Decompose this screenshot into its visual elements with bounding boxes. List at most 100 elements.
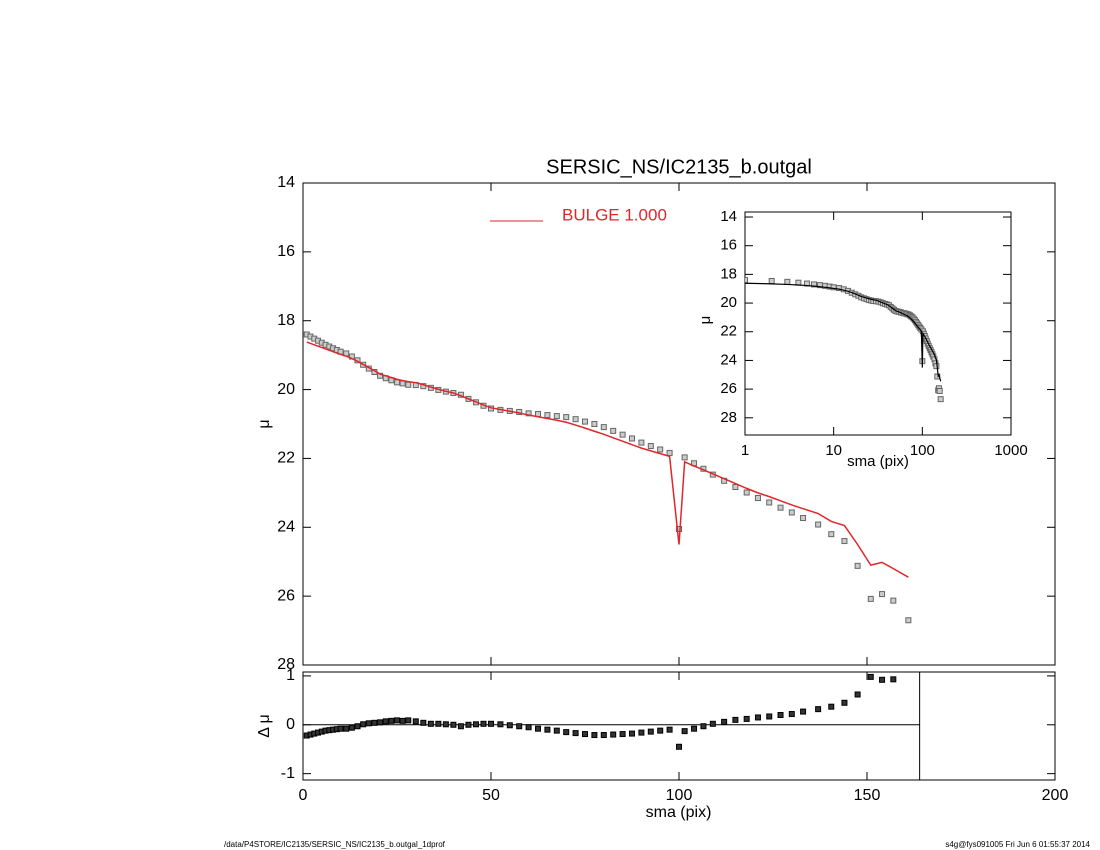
y-tick-label: 18 [720, 265, 737, 282]
plot-frame [744, 211, 1012, 436]
data-point [600, 424, 607, 431]
x-axis-label: sma (pix) [646, 804, 712, 821]
y-tick-label: 24 [277, 519, 295, 536]
footer-stamp: s4g@fys091005 Fri Jun 6 01:55:37 2014 [945, 840, 1090, 849]
data-point [619, 431, 626, 438]
plot-frame [302, 671, 1056, 781]
data-point [525, 410, 532, 417]
data-point [535, 725, 541, 732]
y-tick-label: 14 [720, 208, 737, 225]
data-point [629, 730, 635, 737]
data-point [732, 484, 739, 491]
data-point [343, 725, 350, 732]
data-point [905, 617, 912, 624]
data-point [743, 715, 750, 722]
y-tick-label: 24 [720, 351, 737, 368]
x-tick-label: 100 [666, 787, 693, 804]
data-point [488, 720, 494, 727]
data-point [784, 278, 791, 285]
x-tick-label: 1 [741, 442, 749, 459]
data-point [544, 726, 551, 733]
data-point [800, 514, 807, 521]
data-point [553, 727, 560, 734]
y-tick-label: -1 [281, 765, 295, 782]
plot-area [303, 672, 921, 780]
data-point [828, 703, 835, 710]
chart-title: SERSIC_NS/IC2135_b.outgal [546, 156, 812, 178]
data-point [572, 730, 579, 737]
data-point [647, 728, 654, 735]
y-tick-label: 20 [277, 381, 295, 398]
data-point [582, 731, 588, 738]
data-point [582, 418, 588, 425]
model-line [306, 341, 909, 578]
data-point [472, 721, 479, 728]
data-point [890, 597, 897, 604]
y-tick-label: 18 [277, 312, 295, 329]
data-point [788, 711, 795, 718]
y-tick-label: 16 [277, 243, 295, 260]
x-tick-label: 1000 [994, 442, 1027, 459]
data-point [337, 725, 344, 732]
data-point [732, 716, 739, 723]
data-point [743, 489, 750, 496]
x-tick-label: 0 [299, 787, 308, 804]
data-point [700, 723, 707, 730]
data-point [427, 720, 434, 727]
data-point [553, 413, 560, 420]
data-point [879, 591, 886, 598]
data-point [828, 531, 835, 538]
data-point [360, 721, 367, 728]
data-point [676, 743, 682, 750]
data-point [721, 718, 728, 725]
data-point [800, 708, 807, 715]
plot-area [303, 331, 912, 624]
data-point [480, 720, 487, 727]
data-point [591, 732, 598, 739]
data-point [382, 718, 389, 725]
data-point [450, 721, 457, 728]
data-point [867, 673, 874, 680]
data-point [777, 504, 784, 511]
data-point [657, 727, 664, 734]
data-point [638, 439, 645, 446]
data-point [777, 712, 784, 719]
y-axis-label: μ [697, 316, 714, 325]
data-point [388, 717, 395, 724]
data-point [890, 676, 897, 683]
data-point [506, 722, 513, 729]
data-point [815, 521, 822, 528]
data-point [371, 719, 378, 726]
data-point [676, 526, 682, 533]
data-point [365, 720, 372, 727]
x-tick-label: 50 [482, 787, 500, 804]
data-point [394, 379, 400, 386]
x-axis-label: sma (pix) [847, 453, 909, 470]
data-point [405, 717, 412, 724]
y-axis-label: μ [256, 419, 273, 428]
plot-frame [302, 182, 1056, 666]
data-point [457, 723, 464, 730]
data-point [936, 387, 943, 394]
data-point [745, 277, 748, 284]
data-point [766, 499, 773, 506]
data-point [854, 562, 861, 569]
data-point [412, 718, 419, 725]
data-point [442, 721, 449, 728]
data-point [465, 721, 472, 728]
data-point [854, 691, 861, 698]
legend-label: BULGE 1.000 [562, 205, 667, 224]
data-point [810, 281, 817, 288]
data-point [399, 717, 406, 724]
data-point [867, 595, 874, 602]
data-point [435, 720, 442, 727]
data-point [348, 724, 355, 731]
y-tick-label: 22 [277, 450, 295, 467]
x-tick-label: 200 [1042, 787, 1069, 804]
data-point [610, 731, 617, 738]
y-tick-label: 20 [720, 294, 737, 311]
data-point [841, 538, 848, 545]
data-point [681, 454, 688, 461]
data-point [666, 449, 673, 456]
data-point [497, 721, 504, 728]
